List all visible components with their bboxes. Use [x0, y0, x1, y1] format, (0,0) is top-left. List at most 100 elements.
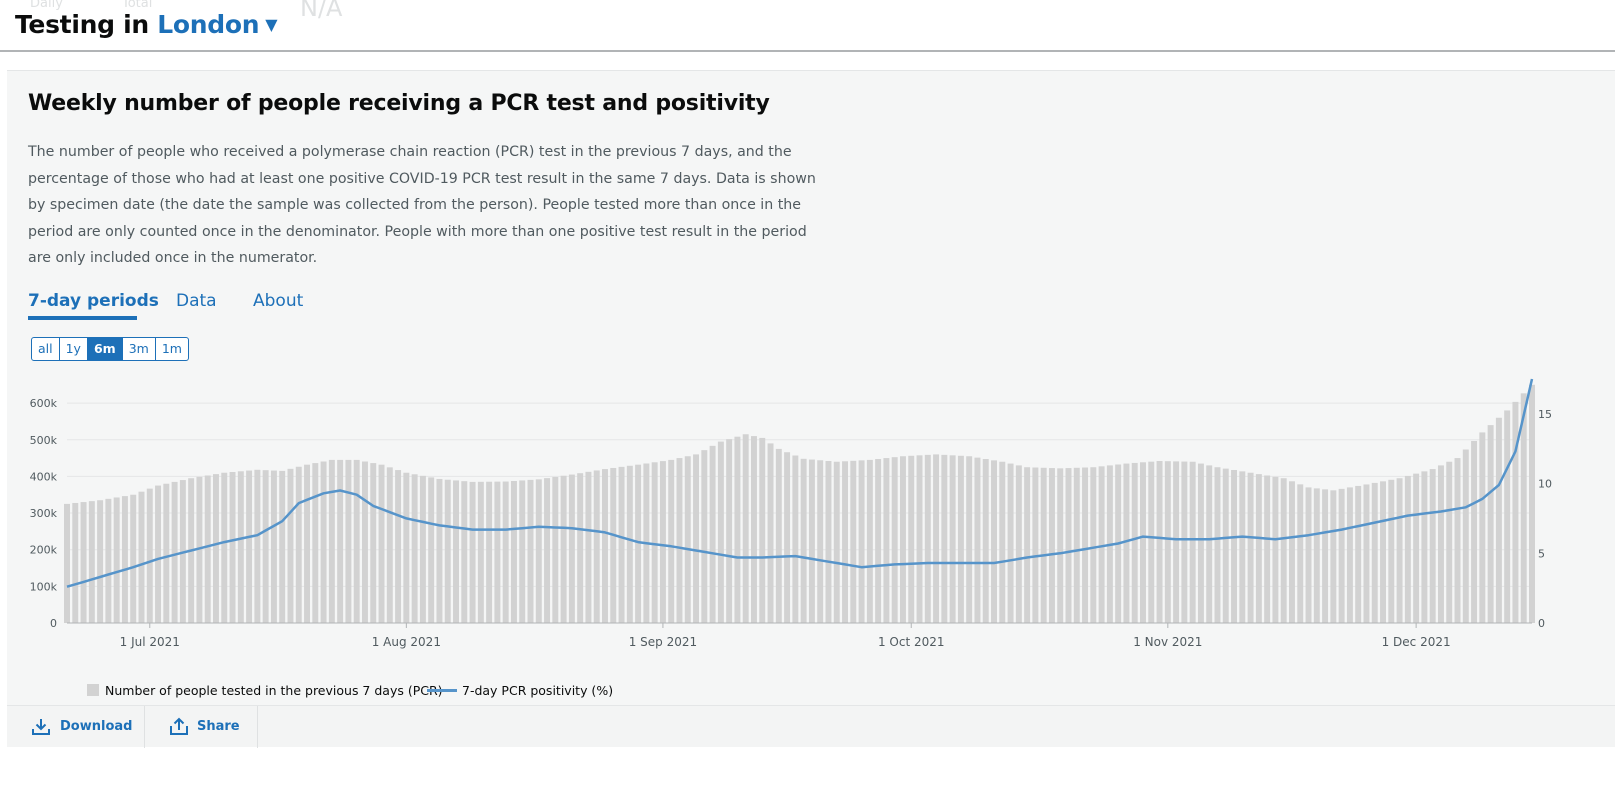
bar — [1305, 487, 1312, 623]
tab-data[interactable]: Data — [176, 291, 217, 311]
bar — [1338, 488, 1345, 623]
bar — [750, 436, 757, 623]
bar — [1197, 463, 1204, 623]
bar — [461, 481, 468, 623]
download-label: Download — [60, 719, 133, 734]
bar — [1471, 440, 1478, 623]
bar — [1363, 484, 1370, 623]
area-name: London — [157, 10, 260, 39]
bar — [709, 445, 716, 623]
range-3m-button[interactable]: 3m — [123, 338, 156, 360]
bar — [784, 452, 791, 623]
range-all-button[interactable]: all — [32, 338, 60, 360]
bar — [1280, 478, 1287, 623]
bar — [80, 502, 87, 623]
bar — [618, 466, 625, 623]
range-6m-button[interactable]: 6m — [87, 338, 123, 360]
bar — [1164, 461, 1171, 623]
share-button[interactable]: Share — [145, 706, 258, 748]
bar — [254, 469, 261, 623]
bar — [1065, 468, 1072, 623]
legend-bar-label: Number of people tested in the previous … — [105, 683, 443, 698]
bar — [726, 439, 733, 623]
y-axis-right: 0 5 10 15 — [1538, 408, 1552, 630]
bar — [1529, 384, 1535, 623]
bar — [1380, 481, 1386, 623]
bar — [428, 477, 435, 623]
bar — [279, 470, 286, 623]
bar — [444, 479, 451, 623]
time-range-selector: all 1y 6m 3m 1m — [31, 337, 189, 361]
bar — [1388, 479, 1395, 623]
range-1y-button[interactable]: 1y — [60, 338, 88, 360]
bar — [593, 470, 600, 623]
bar — [411, 474, 418, 623]
bar — [1222, 468, 1229, 623]
bar — [237, 471, 244, 623]
bar — [552, 476, 559, 623]
share-label: Share — [197, 719, 240, 734]
bar — [88, 501, 95, 623]
bar — [121, 496, 128, 623]
bar — [64, 503, 70, 623]
bar-series — [64, 384, 1535, 623]
bar — [974, 457, 981, 623]
bar — [155, 485, 162, 623]
bar — [453, 480, 459, 623]
active-tab-indicator — [28, 316, 137, 320]
y-right-tick-label: 10 — [1538, 478, 1552, 491]
legend-line-label: 7-day PCR positivity (%) — [462, 683, 614, 698]
bar — [320, 461, 327, 623]
bar — [196, 476, 203, 623]
bar — [1462, 449, 1469, 623]
range-1m-button[interactable]: 1m — [161, 341, 182, 356]
card-description: The number of people who received a poly… — [28, 144, 816, 266]
y-left-tick-label: 200k — [30, 544, 58, 557]
card-title: Weekly number of people receiving a PCR … — [28, 91, 770, 116]
bar — [262, 470, 269, 623]
bar — [1520, 393, 1527, 623]
bar — [924, 454, 931, 623]
tab-7-day-periods[interactable]: 7-day periods — [28, 291, 159, 311]
bar — [866, 459, 873, 623]
bar — [833, 461, 840, 623]
bar — [1512, 401, 1519, 623]
y-left-tick-label: 300k — [30, 507, 58, 520]
bar — [361, 461, 368, 623]
bar — [908, 455, 915, 623]
bar — [1396, 478, 1403, 623]
bar — [1487, 425, 1494, 623]
faded-value: N/A — [300, 0, 343, 22]
bar — [1454, 458, 1461, 623]
bar — [544, 478, 551, 623]
bar — [1189, 461, 1196, 623]
bar — [577, 473, 584, 623]
faded-total-label: Total — [122, 0, 153, 11]
bar — [684, 456, 691, 623]
x-tick-label: 1 Nov 2021 — [1133, 635, 1202, 649]
bar — [775, 448, 782, 623]
bar — [1239, 471, 1246, 623]
download-button[interactable]: Download — [7, 706, 145, 748]
y-right-tick-label: 0 — [1538, 617, 1545, 630]
bar — [1421, 471, 1428, 623]
bar — [312, 463, 319, 623]
y-left-tick-label: 100k — [30, 580, 58, 593]
x-tick-label: 1 Sep 2021 — [629, 635, 697, 649]
bar — [1272, 476, 1279, 623]
chart-card: Weekly number of people receiving a PCR … — [7, 70, 1615, 748]
area-selector[interactable]: London ▼ — [157, 10, 277, 39]
bar — [370, 463, 377, 623]
bar — [105, 498, 112, 623]
bar — [734, 436, 741, 623]
bar — [1214, 467, 1221, 623]
bar — [1247, 472, 1254, 623]
bar — [842, 461, 849, 623]
bar — [419, 475, 426, 623]
bar — [1156, 461, 1163, 623]
bar — [602, 469, 608, 623]
page-title-prefix: Testing in — [15, 10, 149, 39]
tab-about[interactable]: About — [253, 291, 304, 311]
page-title: Testing in London ▼ — [15, 10, 278, 39]
bar — [792, 455, 799, 623]
